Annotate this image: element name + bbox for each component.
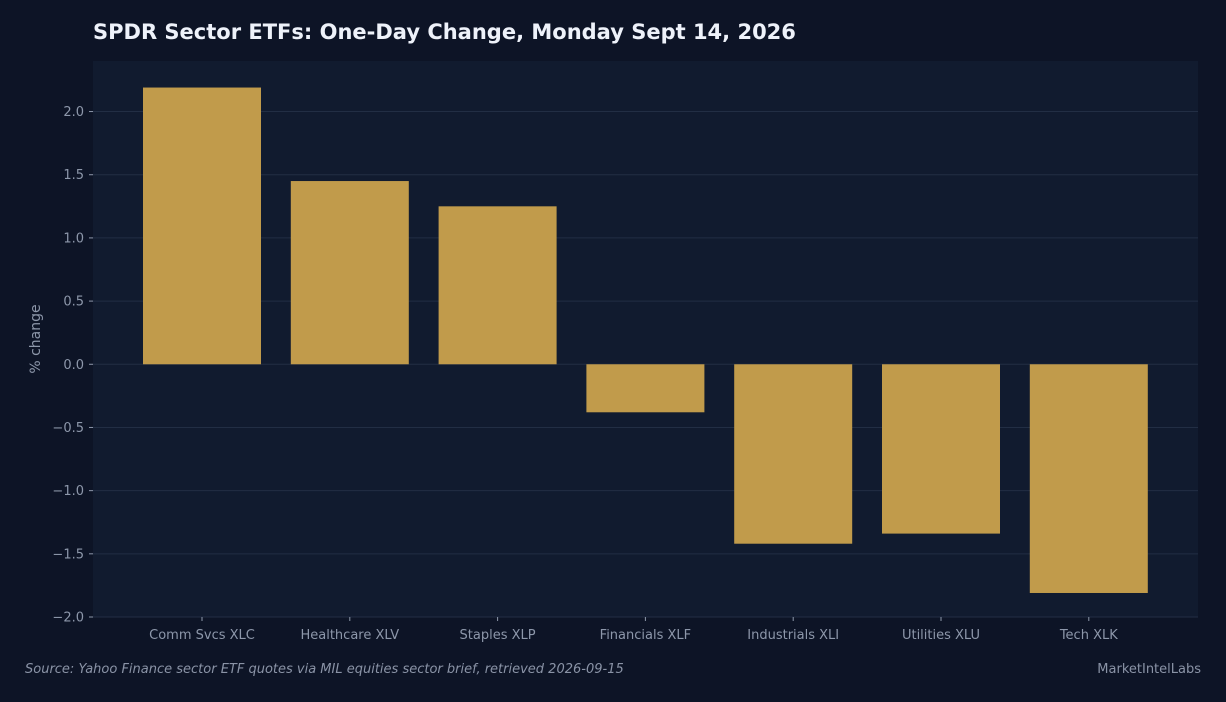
x-tick-label: Industrials XLI bbox=[747, 628, 839, 643]
y-tick-label: 0.5 bbox=[63, 295, 84, 310]
y-tick-label: 1.0 bbox=[63, 231, 84, 246]
x-tick-label: Staples XLP bbox=[460, 628, 536, 643]
x-tick-label: Financials XLF bbox=[600, 628, 691, 643]
x-tick-label: Tech XLK bbox=[1059, 628, 1118, 643]
bar bbox=[143, 88, 261, 365]
bar bbox=[586, 364, 704, 412]
bar bbox=[1030, 364, 1148, 593]
y-tick-label: 1.5 bbox=[63, 168, 84, 183]
y-tick-label: −0.5 bbox=[52, 421, 84, 436]
x-axis-ticks: Comm Svcs XLC Healthcare XLV Staples XLP Fi… bbox=[149, 617, 1118, 643]
bar bbox=[882, 364, 1000, 533]
x-tick-label: Utilities XLU bbox=[902, 628, 980, 643]
y-tick-label: −1.0 bbox=[52, 484, 84, 499]
y-tick-label: 0.0 bbox=[63, 358, 84, 373]
x-tick-label: Comm Svcs XLC bbox=[149, 628, 255, 643]
y-tick-label: 2.0 bbox=[63, 105, 84, 120]
y-tick-label: −2.0 bbox=[52, 611, 84, 626]
bar bbox=[439, 206, 557, 364]
y-axis-ticks: 2.0 1.5 1.0 0.5 0.0 −0.5 −1.0 −1.5 −2.0 bbox=[52, 105, 93, 625]
y-axis-label: % change bbox=[28, 304, 44, 373]
y-tick-label: −1.5 bbox=[52, 547, 84, 562]
source-note: Source: Yahoo Finance sector ETF quotes … bbox=[25, 662, 624, 677]
x-tick-label: Healthcare XLV bbox=[300, 628, 399, 643]
bar bbox=[291, 181, 409, 364]
bar bbox=[734, 364, 852, 543]
brand-label: MarketIntelLabs bbox=[1097, 662, 1201, 677]
